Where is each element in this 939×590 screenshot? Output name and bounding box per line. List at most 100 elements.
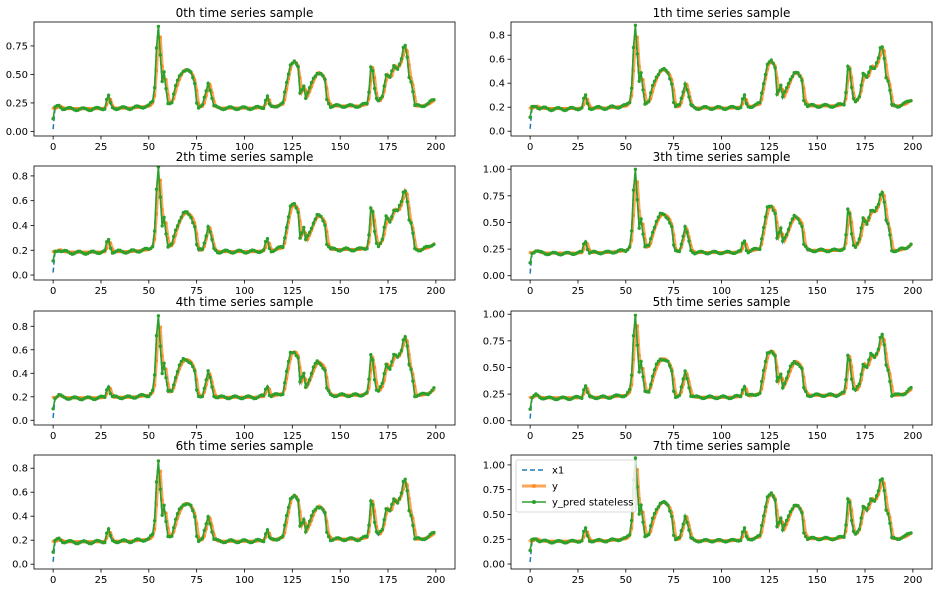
- series-point-y-pred: [677, 102, 682, 107]
- series-point-y-pred: [855, 97, 860, 102]
- series-point-y-pred: [200, 247, 205, 252]
- series-point-y-pred: [738, 538, 743, 543]
- series-point-y-pred: [206, 369, 210, 373]
- series-point-y-pred: [284, 513, 289, 518]
- legend-label: x1: [552, 466, 564, 477]
- series-point-y-pred: [652, 79, 657, 84]
- y-tick-label: 1.00: [483, 460, 505, 471]
- series-point-y-pred: [763, 72, 768, 77]
- series-point-y-pred: [681, 234, 685, 238]
- series-point-y-pred: [855, 241, 860, 245]
- series-point-y-pred: [633, 456, 638, 460]
- series-point-y-pred: [639, 503, 643, 507]
- series-point-y-pred: [580, 249, 584, 254]
- series-point-y-pred: [309, 80, 314, 85]
- series-point-y-pred: [403, 43, 407, 48]
- axes-frame: [33, 165, 456, 281]
- chart-title: 0th time series sample: [176, 6, 314, 20]
- series-point-y-pred: [886, 368, 890, 372]
- series-point-y-pred: [761, 82, 766, 86]
- series-line-x1: [52, 460, 435, 562]
- series-point-y-pred: [528, 548, 532, 553]
- series-point-y-pred: [886, 79, 890, 83]
- series-point-y-pred: [788, 77, 793, 82]
- series-point-y-pred: [846, 64, 850, 69]
- series-point-y-pred: [208, 88, 212, 93]
- series-point-y-pred: [411, 90, 415, 94]
- series-point-y-pred: [395, 208, 400, 212]
- x-tick-label: 25: [95, 142, 108, 153]
- series-line-x1: [529, 315, 912, 419]
- series-point-y-pred: [397, 203, 402, 208]
- series-point-y-pred: [315, 359, 319, 363]
- series-point-y-pred: [670, 514, 674, 519]
- series-line-x1: [529, 171, 912, 274]
- series-point-y-pred: [309, 371, 314, 376]
- series-point-y-pred: [152, 229, 157, 233]
- series-point-y-pred: [313, 507, 317, 512]
- series-point-y-pred: [103, 248, 107, 252]
- series-point-y-pred: [679, 242, 683, 246]
- series-point-y-pred: [781, 528, 785, 532]
- series-point-y-pred: [267, 102, 272, 106]
- x-tick-label: 25: [572, 575, 585, 586]
- x-tick-label: 75: [190, 286, 203, 297]
- series-point-y-pred: [325, 530, 329, 534]
- series-point-y-pred: [863, 73, 867, 77]
- series-point-y-pred: [378, 241, 383, 246]
- series-point-y-pred: [281, 100, 285, 105]
- series-point-y-pred: [783, 90, 787, 94]
- series-point-y-pred: [204, 89, 208, 93]
- series-point-y-pred: [685, 520, 689, 525]
- series-point-y-pred: [668, 364, 672, 368]
- series-point-y-pred: [403, 477, 407, 481]
- series-point-y-pred: [650, 83, 655, 88]
- series-point-y-pred: [849, 377, 854, 381]
- series-point-y-pred: [662, 212, 666, 217]
- series-point-y-pred: [173, 517, 178, 522]
- series-point-y-pred: [631, 188, 636, 192]
- series-point-y-pred: [773, 211, 777, 216]
- series-point-y-pred: [760, 91, 764, 95]
- series-point-y-pred: [784, 376, 789, 380]
- series-point-y-pred: [775, 236, 779, 240]
- series-point-y-pred: [637, 370, 641, 374]
- series-point-y-pred: [321, 508, 325, 512]
- series-point-y-pred: [407, 509, 411, 513]
- series-point-y-pred: [195, 101, 199, 105]
- series-point-y-pred: [639, 359, 643, 364]
- series-point-y-pred: [371, 210, 375, 214]
- series-point-y-pred: [867, 502, 871, 507]
- series-point-y-pred: [783, 381, 787, 386]
- series-point-y-pred: [773, 354, 777, 358]
- series-point-y-pred: [152, 86, 157, 90]
- chart-title: 6th time series sample: [176, 439, 314, 453]
- series-point-y-pred: [173, 84, 178, 88]
- series-point-y-pred: [668, 221, 672, 225]
- series-point-y-pred: [859, 516, 863, 520]
- series-point-y-pred: [290, 61, 294, 65]
- x-tick-label: 100: [712, 575, 731, 586]
- series-point-y-pred: [909, 385, 913, 390]
- series-point-y-pred: [781, 239, 785, 243]
- series-point-y-pred: [637, 79, 641, 84]
- series-point-y-pred: [884, 508, 888, 512]
- series-point-y-pred: [786, 81, 791, 86]
- series-point-y-pred: [783, 236, 787, 240]
- series-point-y-pred: [170, 534, 174, 538]
- series-point-y-pred: [407, 362, 411, 367]
- series-point-y-pred: [206, 81, 210, 86]
- series-point-y-pred: [267, 246, 272, 251]
- series-point-y-pred: [374, 96, 379, 101]
- series-point-y-pred: [162, 503, 166, 507]
- plot-area: [528, 23, 913, 129]
- series-point-y-pred: [874, 352, 879, 356]
- chart-title: 7th time series sample: [653, 439, 791, 453]
- series-point-y-pred: [152, 519, 157, 523]
- series-point-y-pred: [193, 81, 197, 86]
- series-point-y-pred: [672, 389, 676, 393]
- series-point-y-pred: [738, 394, 743, 399]
- legend-label: y_pred stateless: [552, 498, 634, 509]
- series-point-y-pred: [172, 383, 176, 387]
- series-point-y-pred: [214, 248, 218, 253]
